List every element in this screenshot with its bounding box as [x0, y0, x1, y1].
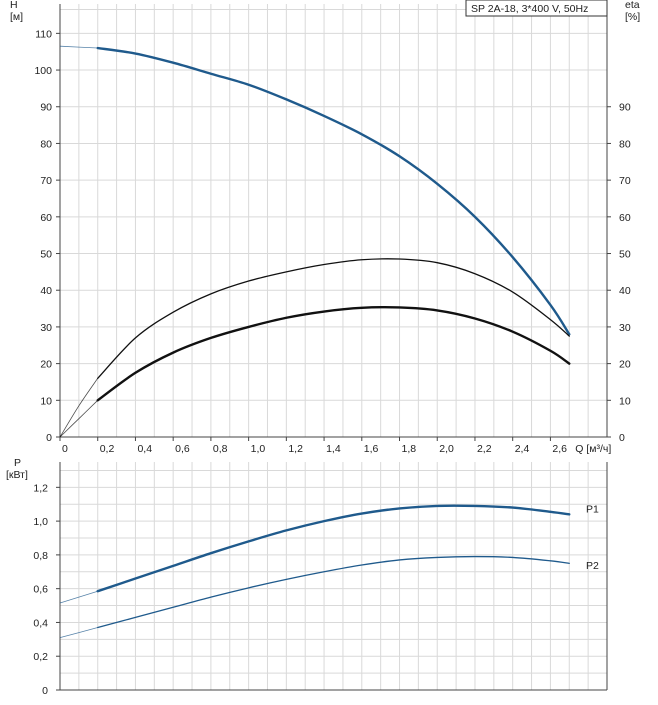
y-left-tick-label: 60: [40, 212, 52, 224]
grid-layer: [60, 4, 608, 690]
head-curve-extension: [59, 45, 98, 49]
power-curve-p1: [96, 504, 571, 593]
y-left-tick-label: 80: [40, 138, 52, 150]
y-right-tick-label: 90: [619, 102, 631, 114]
x-tick-label: 1,8: [402, 443, 417, 455]
p-tick-label: 0,4: [33, 617, 48, 629]
y-left-tick-label: 100: [34, 65, 52, 77]
x-tick-label: 0,8: [213, 443, 228, 455]
y-left-tick-label: 0: [46, 432, 52, 444]
y-left-tick-label: 30: [40, 322, 52, 334]
y-left-axis-label: H: [10, 0, 18, 11]
p-tick-label: 0,6: [33, 584, 48, 596]
p-tick-label: 0,8: [33, 550, 48, 562]
efficiency-curve-thin: [97, 258, 570, 379]
head-curve: [96, 46, 571, 336]
p-tick-label: 0,2: [33, 651, 48, 663]
p-axis-unit: [кВт]: [6, 469, 28, 481]
p-tick-label: 1,0: [33, 516, 48, 528]
legend-text: SP 2A-18, 3*400 V, 50Hz: [471, 3, 588, 15]
x-tick-label: 0,4: [137, 443, 152, 455]
y-right-tick-label: 20: [619, 359, 631, 371]
x-tick-label: 0: [62, 443, 68, 455]
y-left-tick-label: 90: [40, 102, 52, 114]
series-layer: [59, 45, 571, 639]
y-right-tick-label: 40: [619, 285, 631, 297]
y-left-tick-label: 70: [40, 175, 52, 187]
y-right-axis-unit: [%]: [625, 11, 640, 23]
power-curve-p1-extension: [59, 590, 98, 604]
x-tick-label: 2,2: [477, 443, 492, 455]
axes-layer: [56, 4, 611, 691]
labels-layer: 0 0,2 0,4 0,6 0,8 1,0 1,2 1,4 1,6 1,8 2,0 2,2 2,4 2,6…: [6, 0, 640, 697]
x-tick-label: 1,6: [364, 443, 379, 455]
y-left-tick-label: 20: [40, 359, 52, 371]
efficiency-curve-thick-extension: [59, 400, 99, 438]
p-tick-label: 0: [42, 685, 48, 697]
p-axis-label: P: [14, 457, 21, 469]
x-tick-label: 2,4: [515, 443, 530, 455]
efficiency-curve-thin-extension: [59, 378, 99, 438]
y-right-tick-label: 10: [619, 395, 631, 407]
efficiency-curve-thick: [96, 306, 571, 402]
x-tick-label: 1,0: [251, 443, 266, 455]
y-right-tick-label: 70: [619, 175, 631, 187]
x-tick-label: 2,0: [439, 443, 454, 455]
x-tick-label: 1,4: [326, 443, 341, 455]
x-axis-label: Q [м³/ч]: [575, 443, 611, 455]
y-left-tick-label: 40: [40, 285, 52, 297]
x-tick-label: 1,2: [288, 443, 303, 455]
p-tick-label: 1,2: [33, 482, 48, 494]
y-right-tick-label: 30: [619, 322, 631, 334]
y-right-tick-label: 60: [619, 212, 631, 224]
x-tick-label: 0,6: [175, 443, 190, 455]
y-left-tick-label: 110: [35, 28, 52, 40]
legend-box: [465, 0, 608, 17]
p2-series-label: P2: [586, 560, 599, 572]
y-left-tick-label: 50: [40, 249, 52, 261]
y-right-tick-label: 80: [619, 138, 631, 150]
y-right-tick-label: 0: [619, 432, 625, 444]
x-tick-label: 0,2: [100, 443, 115, 455]
y-left-axis-unit: [м]: [10, 11, 23, 23]
y-left-tick-label: 10: [40, 395, 52, 407]
power-curve-p2: [97, 555, 570, 629]
p1-series-label: P1: [586, 503, 599, 515]
power-curve-p2-extension: [59, 627, 98, 639]
x-tick-label: 2,6: [552, 443, 567, 455]
y-right-axis-label: eta: [625, 0, 640, 11]
y-right-tick-label: 50: [619, 249, 631, 261]
